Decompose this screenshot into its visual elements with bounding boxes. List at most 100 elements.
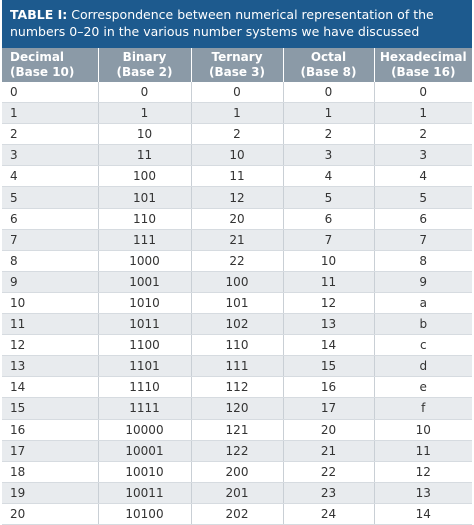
- table-cell: 101: [97, 186, 191, 209]
- table-cell: 0: [190, 82, 283, 104]
- table-row: 15 1111 120 17 f: [2, 397, 472, 420]
- table-cell: 120: [190, 397, 283, 420]
- table-cell: 10011: [97, 482, 191, 504]
- table-cell: 1011: [97, 313, 191, 336]
- table-cell: 20: [282, 419, 374, 441]
- table-cell: 202: [190, 503, 283, 525]
- table-cell: 2: [2, 123, 98, 146]
- header-line: (Base 10): [10, 65, 75, 79]
- table-cell: 200: [190, 461, 283, 483]
- table-body: 0 0 0 0 0 1 1 1 1 1 2 10 2 2 2 3 11 10 3 3 4 100 11 4 4 5 101 12 5 5 6…: [2, 82, 472, 525]
- header-line: Decimal: [10, 50, 65, 64]
- header-line: (Base 16): [391, 65, 456, 79]
- table-cell: 13: [373, 482, 472, 504]
- table-row: 4 100 11 4 4: [2, 165, 472, 188]
- table-cell: 15: [2, 397, 98, 420]
- table-row: 3 11 10 3 3: [2, 144, 472, 167]
- table-cell: 17: [2, 440, 98, 462]
- table-cell: 6: [2, 208, 98, 230]
- table-cell: 12: [282, 292, 374, 315]
- table-row: 7 111 21 7 7: [2, 229, 472, 251]
- table-cell: 21: [282, 440, 374, 462]
- table-row: 9 1001 100 11 9: [2, 271, 472, 293]
- caption-label: TABLE I:: [10, 7, 68, 22]
- table-cell: 20: [190, 208, 283, 230]
- table-cell: 14: [2, 376, 98, 399]
- table-cell: 12: [190, 186, 283, 209]
- table-cell: 13: [282, 313, 374, 336]
- table-cell: 16: [2, 419, 98, 441]
- table-cell: 121: [190, 419, 283, 441]
- table-cell: 17: [282, 397, 374, 420]
- table-cell: 1100: [97, 334, 191, 357]
- table-cell: 9: [373, 271, 472, 293]
- table-cell: 10010: [97, 461, 191, 483]
- table-cell: 1: [282, 102, 374, 125]
- table-cell: 112: [190, 376, 283, 399]
- table-cell: 5: [2, 186, 98, 209]
- header-line: Ternary: [211, 50, 263, 64]
- column-header: Ternary (Base 3): [190, 48, 283, 82]
- table-cell: 22: [190, 250, 283, 272]
- table-cell: 8: [2, 250, 98, 272]
- table-cell: 22: [282, 461, 374, 483]
- table-cell: 14: [373, 503, 472, 525]
- table-cell: e: [373, 376, 472, 399]
- table-row: 16 10000 121 20 10: [2, 419, 472, 441]
- table-cell: 12: [373, 461, 472, 483]
- table-cell: 3: [2, 144, 98, 167]
- table-cell: 5: [373, 186, 472, 209]
- table-cell: 10: [282, 250, 374, 272]
- table-row: 14 1110 112 16 e: [2, 376, 472, 399]
- table-row: 17 10001 122 21 11: [2, 440, 472, 462]
- table-cell: 5: [282, 186, 374, 209]
- table-cell: 4: [373, 165, 472, 188]
- table-cell: 100: [190, 271, 283, 293]
- table-cell: d: [373, 355, 472, 378]
- table-cell: 11: [97, 144, 191, 167]
- table-cell: 11: [282, 271, 374, 293]
- table-row: 13 1101 111 15 d: [2, 355, 472, 378]
- header-line: (Base 8): [300, 65, 357, 79]
- table-row: 19 10011 201 23 13: [2, 482, 472, 504]
- table-cell: 6: [282, 208, 374, 230]
- table-row: 8 1000 22 10 8: [2, 250, 472, 272]
- table-cell: 3: [373, 144, 472, 167]
- table-cell: 20: [2, 503, 98, 525]
- table-cell: 1000: [97, 250, 191, 272]
- table-cell: 111: [97, 229, 191, 251]
- table-cell: 2: [190, 123, 283, 146]
- table-cell: 4: [2, 165, 98, 188]
- table-cell: 12: [2, 334, 98, 357]
- column-header: Binary (Base 2): [97, 48, 191, 82]
- table-cell: 10: [190, 144, 283, 167]
- header-line: Binary: [122, 50, 167, 64]
- table-row: 18 10010 200 22 12: [2, 461, 472, 483]
- table-row: 11 1011 102 13 b: [2, 313, 472, 336]
- header-line: Octal: [310, 50, 347, 64]
- table-cell: 13: [2, 355, 98, 378]
- table-cell: a: [373, 292, 472, 315]
- table-cell: 14: [282, 334, 374, 357]
- header-line: (Base 3): [208, 65, 266, 79]
- table-cell: 1010: [97, 292, 191, 315]
- table-cell: 10: [2, 292, 98, 315]
- header-line: (Base 2): [116, 65, 173, 79]
- table-cell: 10000: [97, 419, 191, 441]
- table-cell: 0: [373, 82, 472, 104]
- table-cell: 110: [97, 208, 191, 230]
- table-cell: f: [373, 397, 472, 420]
- table-cell: 122: [190, 440, 283, 462]
- table-cell: 11: [190, 165, 283, 188]
- column-header: Hexadecimal (Base 16): [373, 48, 472, 82]
- table-row: 10 1010 101 12 a: [2, 292, 472, 315]
- column-header: Octal (Base 8): [282, 48, 374, 82]
- table-caption: TABLE I: Correspondence between numerica…: [2, 0, 472, 48]
- table-cell: 102: [190, 313, 283, 336]
- table-cell: 10100: [97, 503, 191, 525]
- table-cell: 9: [2, 271, 98, 293]
- table-cell: 2: [282, 123, 374, 146]
- table-cell: 3: [282, 144, 374, 167]
